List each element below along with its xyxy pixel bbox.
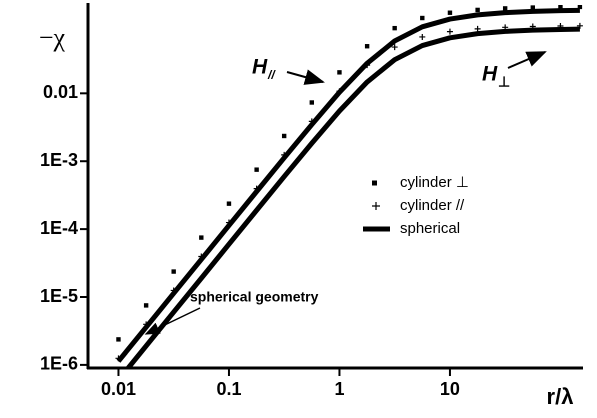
- annotation-sub: ⊥: [498, 74, 510, 90]
- data-point: [576, 22, 583, 29]
- data-point: [254, 167, 259, 172]
- legend-label: spherical: [400, 220, 460, 237]
- annotation-h-parallel: H //: [252, 56, 325, 85]
- legend-label: cylinder ⊥: [400, 174, 469, 191]
- data-point: [577, 5, 583, 10]
- annotation-spherical: spherical geometry: [144, 289, 319, 335]
- arrow: [286, 69, 325, 85]
- data-point: [364, 44, 370, 49]
- data-point: [226, 201, 232, 206]
- x-axis-label: r/λ: [547, 384, 574, 409]
- annotation-sub: //: [267, 68, 276, 82]
- data-point: [171, 269, 176, 274]
- annotation-text: spherical geometry: [190, 289, 319, 305]
- legend: cylinder ⊥ cylinder // spherical: [363, 174, 469, 237]
- data-point: [143, 303, 149, 308]
- annotation-text: H: [252, 56, 268, 79]
- data-point: [419, 33, 426, 40]
- x-tick-label: 1: [334, 379, 344, 399]
- data-point: [475, 7, 480, 13]
- line: [116, 7, 580, 363]
- data-point: [391, 44, 398, 51]
- plot-area: [115, 5, 583, 368]
- y-axis-label: −χ: [39, 23, 66, 52]
- line: [124, 26, 580, 368]
- data-point: [446, 28, 453, 35]
- data-point: [116, 337, 121, 342]
- legend-swatch: [372, 202, 380, 210]
- arrow: [144, 307, 201, 335]
- x-tick-label: 0.1: [216, 379, 241, 399]
- y-tick-label: 1E-5: [40, 286, 78, 306]
- data-point: [420, 15, 425, 21]
- x-tick-label: 10: [440, 379, 460, 399]
- y-tick-label: 0.01: [43, 82, 78, 102]
- y-tick-label: 1E-3: [40, 150, 78, 170]
- data-point: [337, 70, 342, 75]
- y-tick-label: 1E-4: [40, 218, 78, 238]
- annotation-h-perp: H ⊥: [482, 51, 547, 90]
- data-point: [558, 5, 563, 10]
- y-tick-label: 1E-6: [40, 354, 78, 374]
- data-point: [447, 10, 453, 15]
- arrow: [507, 51, 547, 69]
- legend-swatch: [372, 180, 377, 186]
- annotation-text: H: [482, 63, 498, 86]
- data-point: [199, 235, 204, 240]
- data-point: [474, 25, 481, 32]
- x-tick-label: 0.01: [101, 379, 136, 399]
- data-point: [530, 5, 535, 10]
- legend-label: cylinder //: [400, 197, 465, 214]
- data-point: [392, 25, 397, 31]
- data-point: [281, 133, 287, 139]
- data-point: [309, 100, 315, 105]
- data-point: [502, 6, 508, 11]
